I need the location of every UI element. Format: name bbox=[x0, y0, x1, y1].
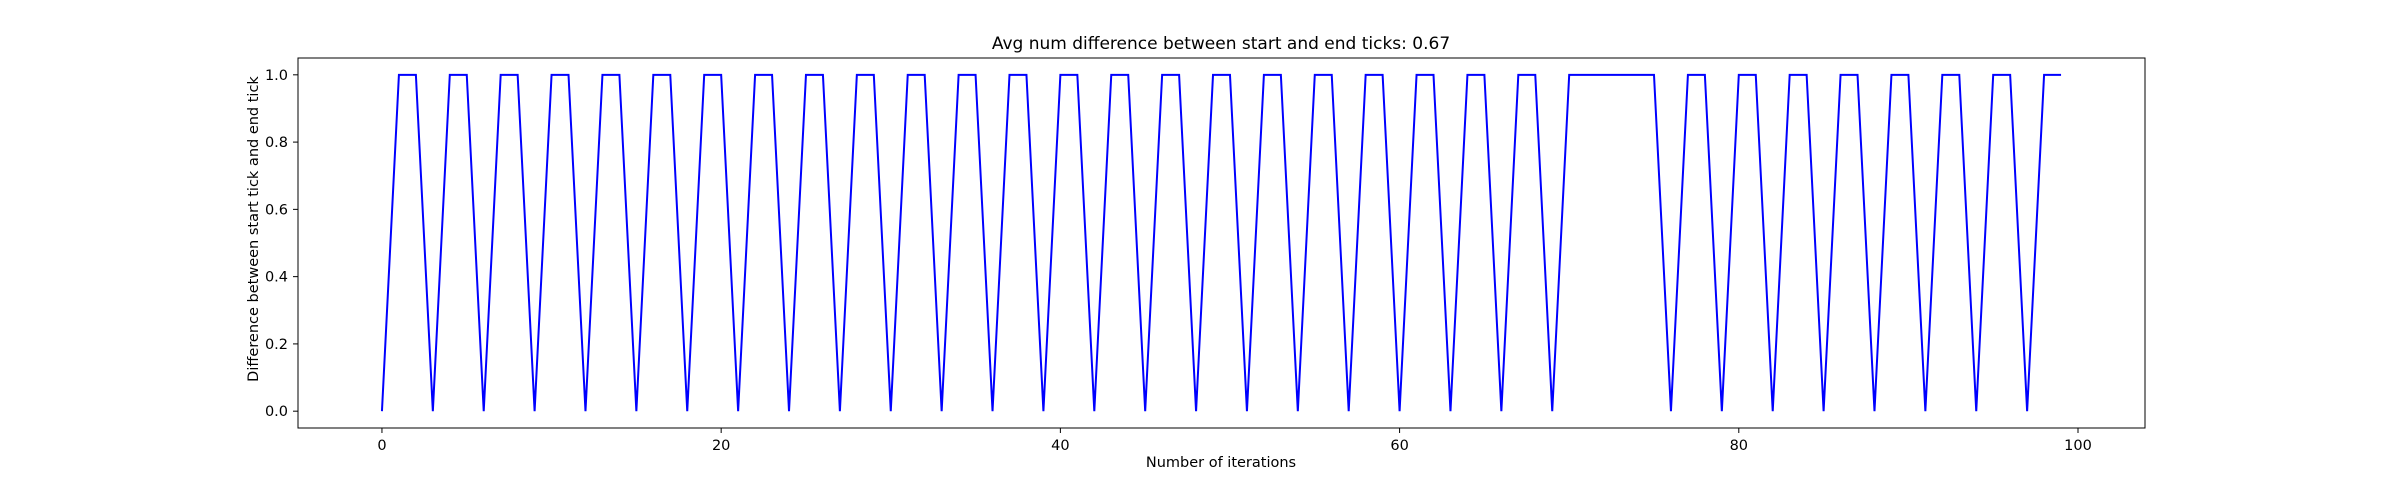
x-tick-label: 80 bbox=[1730, 438, 1748, 454]
x-tick-label: 40 bbox=[1051, 438, 1069, 454]
y-tick-label: 0.4 bbox=[265, 270, 288, 286]
x-tick-label: 60 bbox=[1390, 438, 1408, 454]
plot-frame bbox=[297, 57, 2146, 429]
y-tick-label: 0.6 bbox=[265, 202, 288, 218]
x-axis-label: Number of iterations bbox=[1146, 455, 1296, 471]
y-tick-label: 1.0 bbox=[265, 68, 288, 84]
y-tick-label: 0.0 bbox=[265, 404, 288, 420]
y-axis: 0.0 0.2 0.4 0.6 0.8 1.0 bbox=[265, 68, 298, 420]
y-tick-label: 0.2 bbox=[265, 337, 288, 353]
series-line-0 bbox=[380, 73, 2062, 412]
x-tick-label: 20 bbox=[712, 438, 730, 454]
x-axis: 0 20 40 60 80 100 bbox=[377, 428, 2092, 454]
x-tick-label: 100 bbox=[2064, 438, 2092, 454]
x-tick-label: 0 bbox=[377, 438, 386, 454]
y-axis-label: Difference between start tick and end ti… bbox=[246, 76, 262, 382]
y-tick-label: 0.8 bbox=[265, 135, 288, 151]
chart-title: Avg num difference between start and end… bbox=[992, 34, 1450, 54]
plot-area bbox=[297, 57, 2146, 429]
